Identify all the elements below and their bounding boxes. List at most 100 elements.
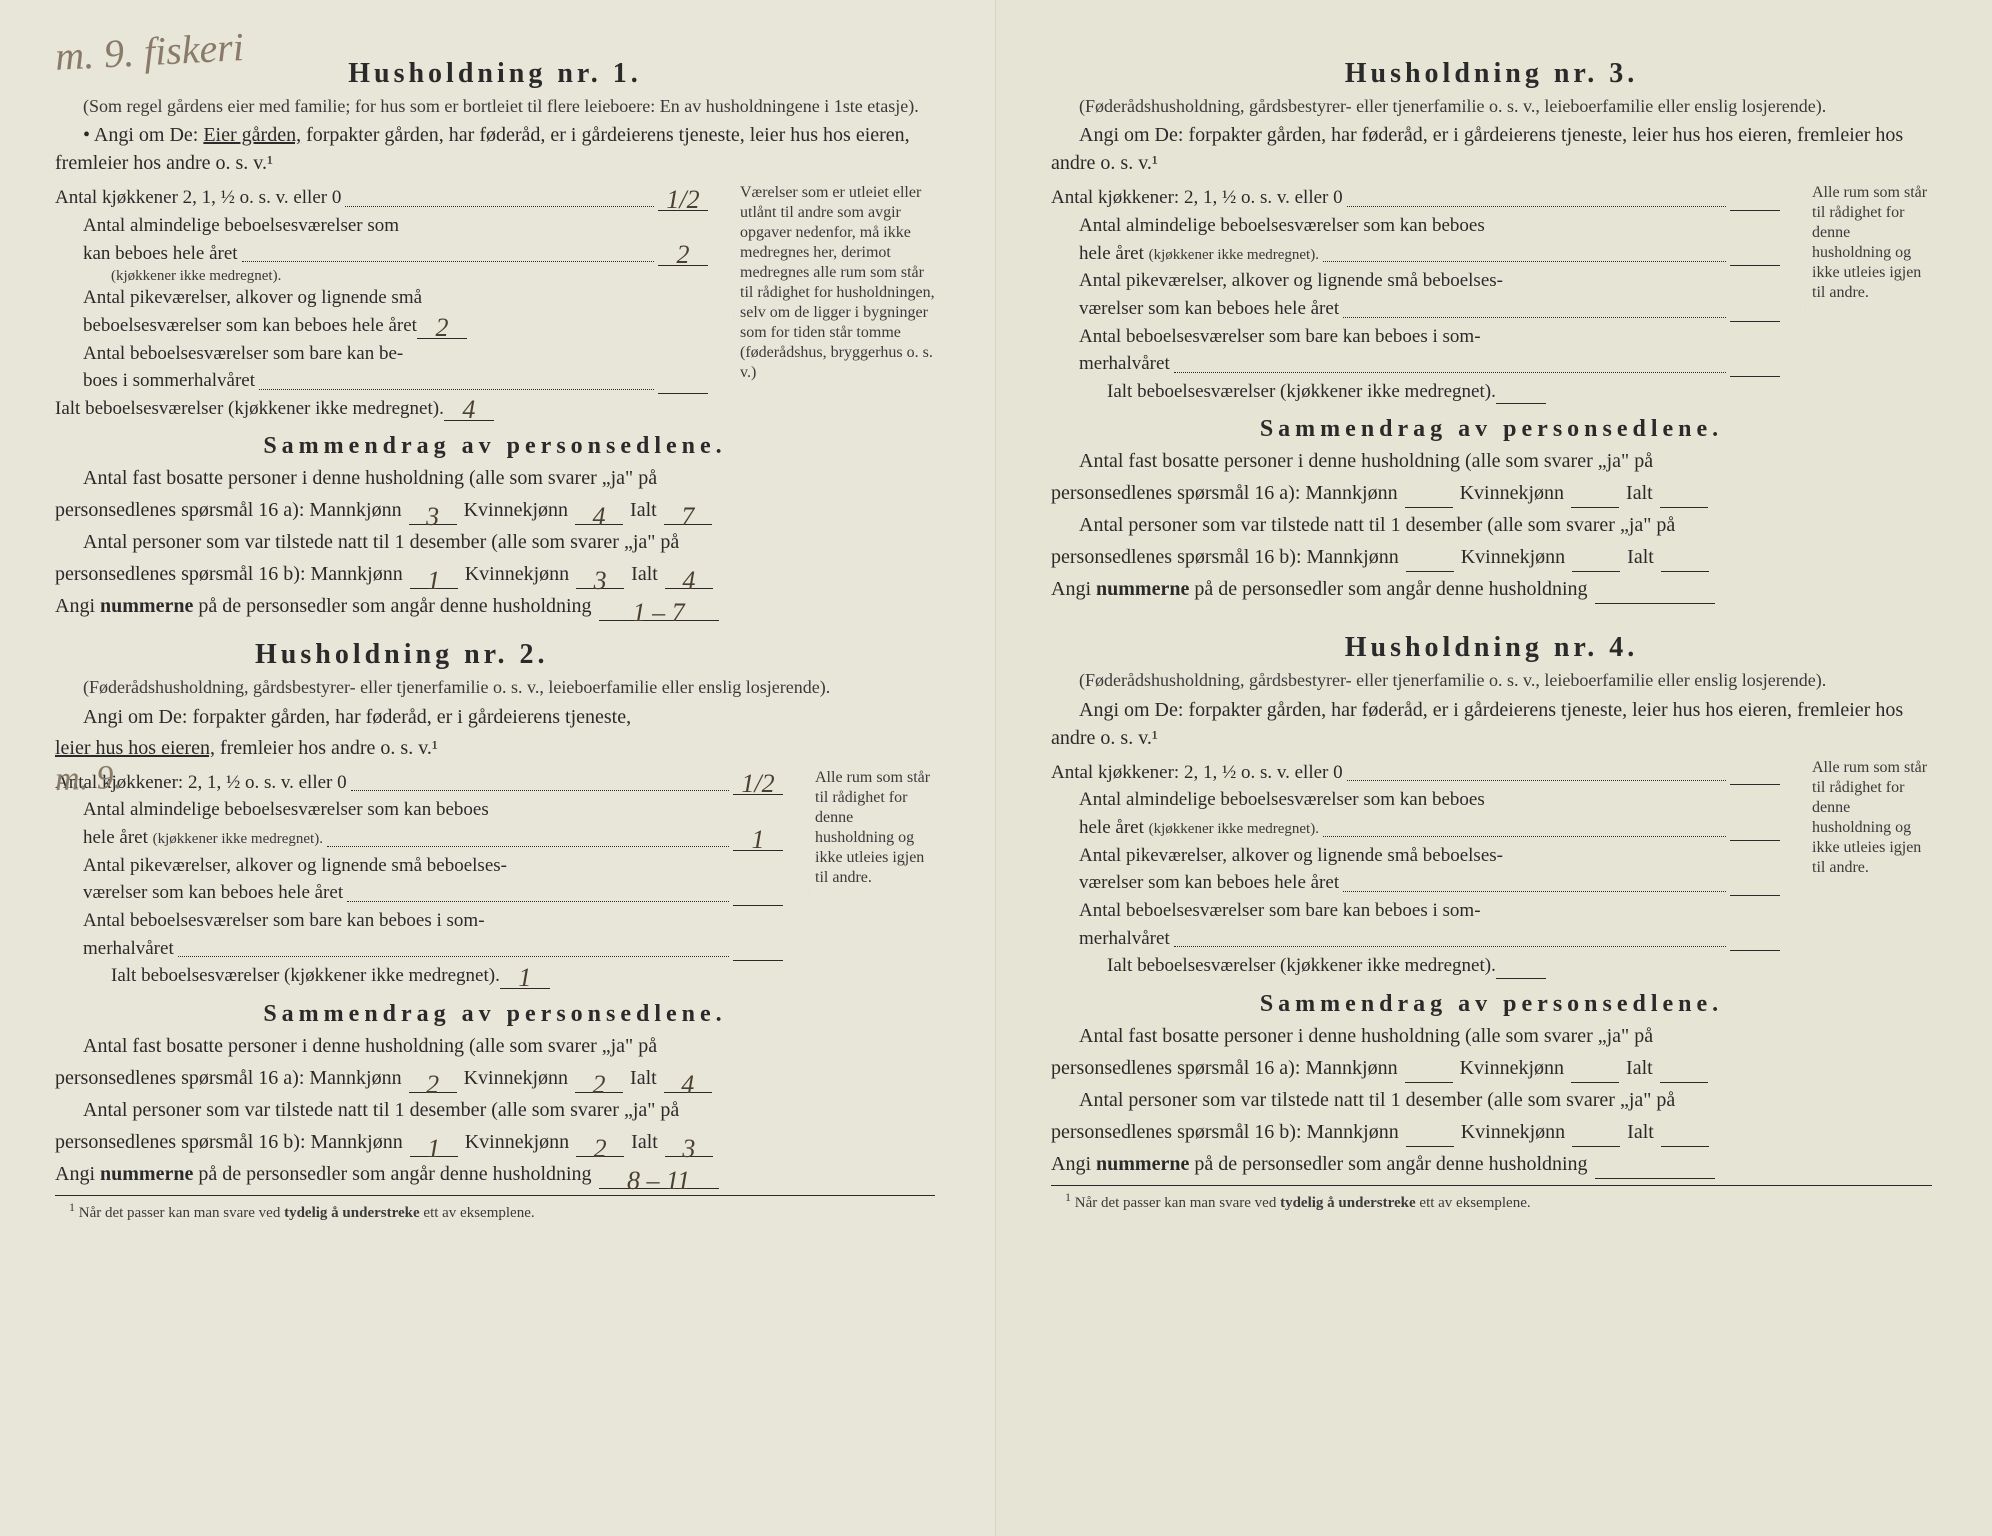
answer-almindelige[interactable] [1730,242,1780,266]
answer-mann-b[interactable] [1406,552,1454,572]
q-paren: (kjøkkener ikke medregnet). [153,831,323,847]
answer-kjokken[interactable]: 1/2 [658,187,708,211]
answer-pike[interactable] [1730,872,1780,896]
answer-pike[interactable]: 2 [417,315,467,339]
angi-prefix: • Angi om De: [83,124,198,146]
side-note-col: Alle rum som står til rådighet for denne… [1792,758,1932,981]
answer-kvinne-b[interactable] [1572,552,1620,572]
q-sommer-2: boes i sommerhalvåret [55,368,708,394]
answer-mann-b[interactable]: 1 [410,569,458,589]
answer-sommer[interactable] [1730,353,1780,377]
questions-block: Antal kjøkkener: 2, 1, ½ o. s. v. eller … [55,768,935,991]
q-text: værelser som kan beboes hele året [1051,296,1339,322]
brace-icon [720,183,734,423]
answer-kvinne-b[interactable]: 2 [576,1137,624,1157]
answer-ialt-b[interactable] [1661,1127,1709,1147]
answer-almindelige[interactable] [1730,817,1780,841]
q-almindelige-1: Antal almindelige beboelsesværelser som … [1051,787,1780,813]
q-ialt: Ialt beboelsesværelser (kjøkkener ikke m… [55,396,708,422]
q-kjokken: Antal kjøkkener: 2, 1, ½ o. s. v. eller … [1051,185,1780,211]
answer-ialt-b[interactable]: 4 [665,569,713,589]
answer-mann-a[interactable] [1405,1063,1453,1083]
q-almindelige-2: hele året (kjøkkener ikke medregnet). 1 [55,825,783,851]
angi-line-2: leier hus hos eieren, fremleier hos andr… [55,734,935,762]
sum-3: Angi nummerne på de personsedler som ang… [55,592,935,621]
q-text-inner: hele året [83,827,148,848]
q-pike-2: værelser som kan beboes hele året [1051,870,1780,896]
answer-kjokken[interactable] [1730,187,1780,211]
answer-mann-b[interactable] [1406,1127,1454,1147]
answer-kjokken[interactable] [1730,761,1780,785]
sum-3-rest: på de personsedler som angår denne husho… [1194,1153,1587,1175]
dots [1347,780,1726,781]
answer-ialt[interactable]: 4 [444,397,494,421]
answer-ialt-a[interactable] [1660,488,1708,508]
answer-nummer[interactable] [1595,584,1715,604]
answer-nummer[interactable]: 8 – 11 [599,1169,719,1189]
sum-1a: Antal fast bosatte personer i denne hush… [1051,447,1932,476]
answer-mann-a[interactable]: 2 [409,1073,457,1093]
q-almindelige-1: Antal almindelige beboelsesværelser som … [55,797,783,823]
answer-almindelige[interactable]: 1 [733,827,783,851]
answer-ialt[interactable]: 1 [500,965,550,989]
ialt-label: Ialt [1626,482,1653,504]
sum-2a: Antal personer som var tilstede natt til… [55,528,935,557]
answer-ialt-a[interactable] [1660,1063,1708,1083]
q-almindelige-2: hele året (kjøkkener ikke medregnet). [1051,815,1780,841]
angi-word: Angi [1051,578,1091,600]
dots [1323,836,1726,837]
answer-ialt-a[interactable]: 4 [664,1073,712,1093]
kvinne-label: Kvinnekjønn [1461,546,1565,568]
footnote-bold: tydelig å understreke [284,1205,420,1221]
answer-kvinne-b[interactable] [1572,1127,1620,1147]
nummerne-bold: nummerne [100,1163,193,1185]
answer-kvinne-a[interactable]: 2 [575,1073,623,1093]
answer-mann-a[interactable]: 3 [409,505,457,525]
answer-mann-b[interactable]: 1 [410,1137,458,1157]
answer-kvinne-b[interactable]: 3 [576,569,624,589]
q-text: merhalvåret [1051,926,1170,952]
answer-nummer[interactable]: 1 – 7 [599,601,719,621]
answer-kvinne-a[interactable] [1571,488,1619,508]
answer-kvinne-a[interactable]: 4 [575,505,623,525]
household-3: Husholdning nr. 3. (Føderådshusholdning,… [1051,58,1932,604]
nummerne-bold: nummerne [1096,1153,1189,1175]
q-pike-1: Antal pikeværelser, alkover og lignende … [1051,843,1780,869]
answer-sommer[interactable] [1730,927,1780,951]
sum-3: Angi nummerne på de personsedler som ang… [1051,1150,1932,1179]
sum-1b-text: personsedlenes spørsmål 16 a): Mannkjønn [55,499,402,521]
kvinne-label: Kvinnekjønn [464,1067,568,1089]
sum-1a: Antal fast bosatte personer i denne hush… [55,464,935,493]
answer-ialt[interactable] [1496,380,1546,404]
q-text: Ialt beboelsesværelser (kjøkkener ikke m… [55,963,500,989]
dots [1343,317,1726,318]
dots [259,389,654,390]
side-note-text: Alle rum som står til rådighet for denne… [815,769,930,886]
answer-ialt-b[interactable] [1661,552,1709,572]
q-text: merhalvåret [55,936,174,962]
footnote-mark: 1 [69,1200,75,1214]
footnote-text-2: ett av eksemplene. [1416,1195,1531,1211]
q-paren: (kjøkkener ikke medregnet). [55,268,708,285]
answer-ialt[interactable] [1496,955,1546,979]
sum-1b: personsedlenes spørsmål 16 a): Mannkjønn… [1051,479,1932,508]
q-almindelige-1: Antal almindelige beboelsesværelser som … [1051,213,1780,239]
answer-nummer[interactable] [1595,1159,1715,1179]
answer-almindelige[interactable]: 2 [658,242,708,266]
answer-pike[interactable] [1730,298,1780,322]
answer-ialt-a[interactable]: 7 [664,505,712,525]
side-note-text: Værelser som er utleiet eller utlånt til… [740,184,935,381]
angi-line: Angi om De: forpakter gården, har føderå… [55,703,935,731]
answer-sommer[interactable] [733,937,783,961]
q-almindelige-1: Antal almindelige beboelsesværelser som [55,213,708,239]
answer-kjokken[interactable]: 1/2 [733,771,783,795]
nummerne-bold: nummerne [100,595,193,617]
questions-left: Antal kjøkkener: 2, 1, ½ o. s. v. eller … [1051,758,1780,981]
answer-kvinne-a[interactable] [1571,1063,1619,1083]
questions-left: Antal kjøkkener: 2, 1, ½ o. s. v. eller … [55,768,783,991]
answer-mann-a[interactable] [1405,488,1453,508]
answer-ialt-b[interactable]: 3 [665,1137,713,1157]
sum-2b-text: personsedlenes spørsmål 16 b): Mannkjønn [1051,546,1399,568]
answer-pike[interactable] [733,882,783,906]
answer-sommer[interactable] [658,370,708,394]
